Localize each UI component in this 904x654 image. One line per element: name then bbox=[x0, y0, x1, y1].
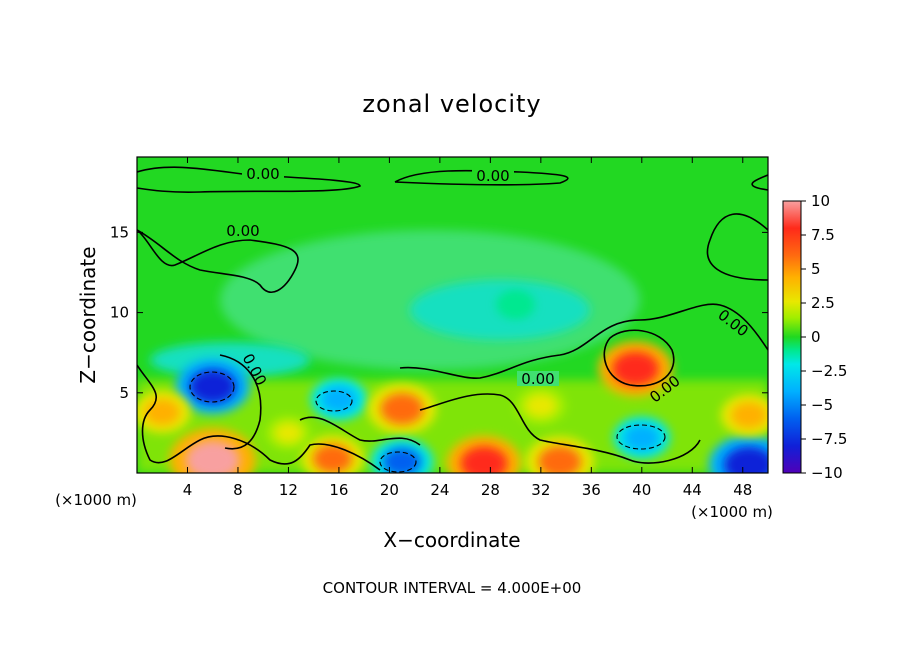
contour-label-bg bbox=[222, 223, 264, 238]
contour-line bbox=[219, 354, 262, 450]
feature-core bbox=[460, 446, 508, 473]
contour-line-negative bbox=[189, 371, 235, 403]
x-tick-label: 8 bbox=[233, 481, 243, 499]
colorbar-tick-label: 0 bbox=[811, 328, 821, 346]
contour-label: 0.00 bbox=[476, 167, 509, 185]
x-unit-left: (×1000 m) bbox=[55, 491, 137, 509]
feature-core bbox=[144, 399, 181, 426]
x-tick-label: 4 bbox=[183, 481, 193, 499]
colorbar-tick-label: 7.5 bbox=[811, 226, 835, 244]
contour-line bbox=[419, 393, 701, 464]
x-axis: 4 8 12 16 20 24 28 32 36 40 44 48 bbox=[183, 157, 752, 499]
contour-line bbox=[299, 416, 421, 446]
colorbar-tick-label: 2.5 bbox=[811, 294, 835, 312]
colorbar bbox=[782, 200, 802, 474]
y-tick-label: 5 bbox=[119, 384, 129, 402]
feature-core bbox=[503, 295, 528, 314]
colorbar-tick-label: −2.5 bbox=[811, 362, 847, 380]
feature-core bbox=[189, 369, 237, 404]
contour-label: 0.00 bbox=[226, 222, 259, 240]
x-tick-label: 16 bbox=[329, 481, 348, 499]
y-axis-title: Z−coordinate bbox=[76, 246, 100, 383]
contour-line bbox=[751, 174, 768, 191]
contour-interval-note: CONTOUR INTERVAL = 4.000E+00 bbox=[323, 579, 582, 597]
contour-label: 0.00 bbox=[521, 370, 554, 388]
colorbar-tick-label: 10 bbox=[811, 192, 830, 210]
y-axis: 5 10 15 bbox=[110, 223, 768, 402]
feature-core bbox=[524, 393, 557, 418]
x-tick-label: 44 bbox=[683, 481, 702, 499]
feature-core bbox=[185, 440, 240, 473]
plot-frame bbox=[136, 156, 769, 474]
contour-line-negative bbox=[315, 390, 353, 412]
contour-label: 0.00 bbox=[246, 165, 279, 183]
colorbar-tick-label: −5 bbox=[811, 396, 833, 414]
contour-line-negative bbox=[616, 424, 666, 450]
x-tick-label: 40 bbox=[632, 481, 651, 499]
x-tick-label: 20 bbox=[380, 481, 399, 499]
x-tick-label: 36 bbox=[582, 481, 601, 499]
feature-core bbox=[731, 402, 767, 429]
contour-line bbox=[399, 303, 768, 379]
x-tick-label: 12 bbox=[279, 481, 298, 499]
feature-core bbox=[723, 446, 768, 473]
x-tick-label: 28 bbox=[481, 481, 500, 499]
colorbar-tick-label: −7.5 bbox=[811, 430, 847, 448]
contour-label-bg bbox=[242, 166, 284, 181]
x-axis-title: X−coordinate bbox=[383, 528, 520, 552]
feature-core bbox=[380, 393, 424, 425]
feature-core bbox=[623, 424, 660, 451]
y-tick-label: 10 bbox=[110, 304, 129, 322]
contour-line bbox=[137, 166, 361, 193]
plot-area: 0.00 0.00 0.00 0.00 0.00 0.00 0.00 bbox=[137, 157, 768, 473]
contour-line bbox=[137, 229, 299, 293]
contour-line bbox=[137, 364, 381, 471]
feature-core bbox=[538, 446, 582, 473]
colorbar-tick-label: 5 bbox=[811, 260, 821, 278]
feature-core bbox=[274, 422, 303, 444]
contour-label-bg bbox=[517, 371, 559, 386]
feature-core bbox=[382, 447, 422, 473]
feature-core bbox=[312, 444, 353, 473]
chart-title: zonal velocity bbox=[362, 90, 541, 118]
y-tick-label: 15 bbox=[110, 223, 129, 241]
contour-line bbox=[706, 213, 768, 281]
x-unit-right: (×1000 m) bbox=[691, 503, 773, 521]
colorbar-tick-label: −10 bbox=[811, 464, 843, 482]
zero-contours bbox=[137, 166, 768, 471]
feature-core bbox=[612, 351, 659, 386]
contour-line bbox=[394, 169, 569, 186]
contour-line-negative bbox=[379, 451, 417, 473]
x-tick-label: 24 bbox=[430, 481, 449, 499]
contour-line bbox=[603, 329, 675, 387]
feature-core bbox=[321, 386, 357, 413]
negative-contours bbox=[189, 371, 666, 473]
x-tick-label: 48 bbox=[733, 481, 752, 499]
x-tick-label: 32 bbox=[531, 481, 550, 499]
contour-label-bg bbox=[472, 168, 514, 183]
colorbar-ticks: 10 7.5 5 2.5 0 −2.5 −5 −7.5 −10 bbox=[801, 192, 847, 482]
